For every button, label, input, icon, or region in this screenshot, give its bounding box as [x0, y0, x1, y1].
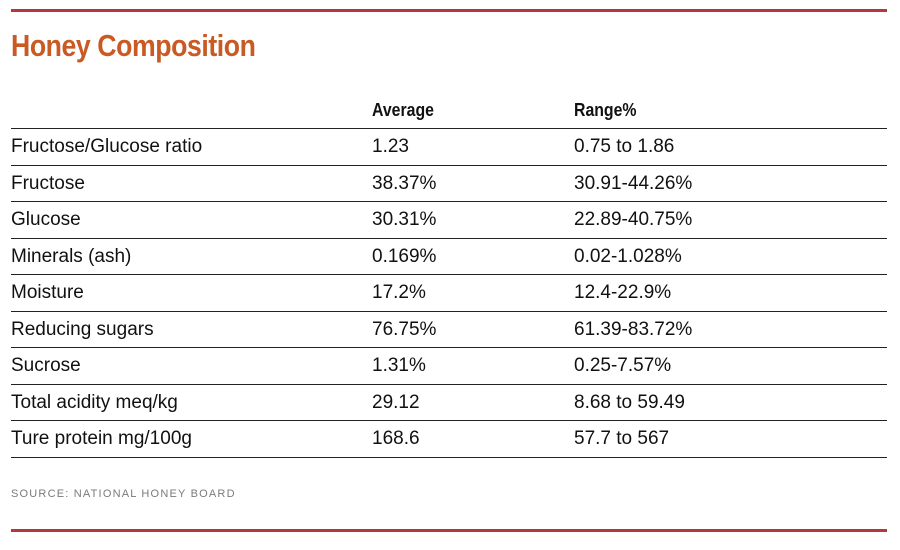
row-average: 1.31% — [372, 355, 426, 377]
row-label: Minerals (ash) — [11, 245, 132, 267]
table-row: Sucrose 1.31% 0.25-7.57% — [11, 348, 887, 385]
row-range: 30.91-44.26% — [574, 172, 693, 194]
top-accent-rule — [11, 9, 887, 12]
table-row: Glucose 30.31% 22.89-40.75% — [11, 202, 887, 239]
table-header-row: Average Range% — [11, 92, 887, 129]
row-range: 57.7 to 567 — [574, 428, 670, 450]
row-average: 30.31% — [372, 209, 437, 231]
row-label: Total acidity meq/kg — [11, 391, 178, 413]
row-range: 0.75 to 1.86 — [574, 136, 675, 158]
row-label: Fructose — [11, 172, 85, 194]
row-label: Glucose — [11, 209, 81, 231]
bottom-accent-rule — [11, 529, 887, 532]
table-row: Total acidity meq/kg 29.12 8.68 to 59.49 — [11, 385, 887, 421]
source-note: SOURCE: NATIONAL HONEY BOARD — [11, 488, 236, 500]
row-average: 17.2% — [372, 282, 426, 304]
table-row: Fructose 38.37% 30.91-44.26% — [11, 166, 887, 202]
row-range: 22.89-40.75% — [574, 209, 693, 231]
table-row: Ture protein mg/100g 168.6 57.7 to 567 — [11, 421, 887, 458]
row-range: 61.39-83.72% — [574, 318, 693, 340]
page-title: Honey Composition — [11, 28, 256, 63]
row-average: 29.12 — [372, 391, 420, 413]
row-label: Reducing sugars — [11, 318, 154, 340]
header-range: Range% — [574, 100, 637, 120]
table-row: Moisture 17.2% 12.4-22.9% — [11, 275, 887, 312]
composition-table: Average Range% Fructose/Glucose ratio 1.… — [11, 92, 887, 458]
row-average: 0.169% — [372, 245, 437, 267]
row-average: 168.6 — [372, 428, 420, 450]
row-label: Fructose/Glucose ratio — [11, 136, 203, 158]
row-label: Sucrose — [11, 355, 81, 377]
row-range: 0.25-7.57% — [574, 355, 672, 377]
table-row: Minerals (ash) 0.169% 0.02-1.028% — [11, 239, 887, 275]
table-row: Reducing sugars 76.75% 61.39-83.72% — [11, 312, 887, 348]
row-average: 76.75% — [372, 318, 437, 340]
row-range: 0.02-1.028% — [574, 245, 682, 267]
row-label: Ture protein mg/100g — [11, 428, 192, 450]
row-range: 8.68 to 59.49 — [574, 391, 685, 413]
header-average: Average — [372, 100, 434, 120]
row-average: 38.37% — [372, 172, 437, 194]
row-label: Moisture — [11, 282, 84, 304]
row-average: 1.23 — [372, 136, 409, 158]
table-row: Fructose/Glucose ratio 1.23 0.75 to 1.86 — [11, 129, 887, 166]
row-range: 12.4-22.9% — [574, 282, 672, 304]
